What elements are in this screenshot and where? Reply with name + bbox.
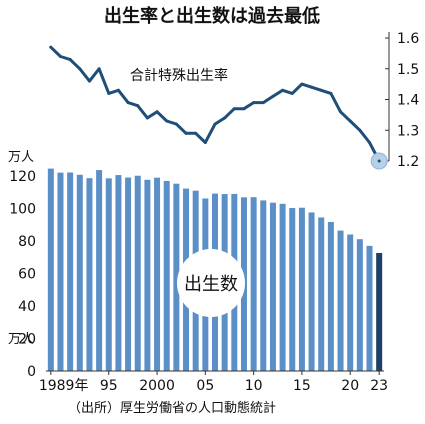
birth-rate-y-axis: 1.6 1.5 1.4 1.3 1.2 <box>385 31 419 170</box>
birth-rate-point-2015 <box>300 82 304 86</box>
births-bar-2022 <box>366 245 373 371</box>
births-tick-label: 60 <box>18 267 36 283</box>
births-bar-2014 <box>289 208 296 371</box>
birth-rate-point-1999 <box>145 116 149 120</box>
births-tick-label: 0 <box>27 364 36 380</box>
births-bar-1991 <box>67 172 74 371</box>
birth-rate-point-2007 <box>223 116 227 120</box>
birth-rate-point-2023 <box>377 159 381 163</box>
birth-rate-point-1996 <box>116 88 120 92</box>
births-bar-1992 <box>76 174 83 371</box>
birth-rate-point-2010 <box>252 101 256 105</box>
births-bar-1997 <box>125 177 132 371</box>
birth-rate-point-2016 <box>310 85 314 89</box>
birth-rate-point-2019 <box>339 110 343 114</box>
births-tick-label: 20 <box>18 332 36 348</box>
birth-rate-point-2006 <box>213 122 217 126</box>
births-bar-1995 <box>105 178 112 371</box>
births-bar-2019 <box>337 230 344 371</box>
birth-rate-point-2011 <box>261 101 265 105</box>
births-bar-2017 <box>318 217 325 371</box>
births-bar-1994 <box>96 170 103 371</box>
birth-rate-point-1989 <box>49 45 53 49</box>
births-bar-2012 <box>269 202 276 371</box>
birth-rate-point-2008 <box>232 107 236 111</box>
birth-rate-line <box>49 45 381 163</box>
births-tick-label: 40 <box>18 299 36 315</box>
births-bar-2000 <box>154 177 161 371</box>
birth-rate-point-2004 <box>194 131 198 135</box>
birth-rate-point-2009 <box>242 107 246 111</box>
birth-rate-point-2002 <box>174 122 178 126</box>
birth-rate-point-1994 <box>97 67 101 71</box>
births-bar-2020 <box>347 234 354 371</box>
birth-rate-tick-label: 1.4 <box>397 93 419 109</box>
birth-rate-tick-label: 1.2 <box>397 154 419 170</box>
births-bar-1999 <box>144 179 151 371</box>
birth-rate-point-2003 <box>184 131 188 135</box>
birth-rate-point-2005 <box>203 141 207 145</box>
births-series-label: 出生数 <box>184 274 238 295</box>
births-x-tick-label: 23 <box>370 378 388 394</box>
births-bar-2013 <box>279 203 286 371</box>
births-x-axis: 1989年 95 2000 05 10 15 20 23 <box>39 371 388 394</box>
birth-rate-point-2014 <box>290 91 294 95</box>
births-tick-label: 120 <box>9 169 36 185</box>
births-tick-label: 100 <box>9 202 36 218</box>
births-bar-1989 <box>47 168 54 371</box>
birth-rate-point-1998 <box>136 104 140 108</box>
births-y-axis: 120 100 80 60 40 20 0 <box>9 169 36 380</box>
births-bar-1993 <box>86 178 93 371</box>
births-bar-2015 <box>298 207 305 371</box>
births-x-tick-label: 2000 <box>139 378 175 394</box>
birth-rate-point-2000 <box>155 110 159 114</box>
births-bar-2016 <box>308 212 315 371</box>
births-unit-label-lower: 万人 <box>8 332 34 347</box>
births-bar-2001 <box>163 180 170 371</box>
births-bar-2018 <box>327 222 334 371</box>
births-bar-1996 <box>115 175 122 371</box>
birth-rate-point-1997 <box>126 101 130 105</box>
birth-rate-point-1990 <box>58 54 62 58</box>
birth-rate-tick-label: 1.3 <box>397 123 419 139</box>
birth-rate-tick-label: 1.5 <box>397 62 419 78</box>
birth-rate-point-2017 <box>319 88 323 92</box>
births-unit-label: 万人 <box>8 150 34 165</box>
birth-rate-point-1992 <box>78 67 82 71</box>
birth-rate-point-1995 <box>107 91 111 95</box>
births-x-tick-label: 10 <box>245 378 263 394</box>
births-x-tick-label: 1989年 <box>39 378 89 394</box>
birth-rate-point-2022 <box>368 141 372 145</box>
births-bar-2010 <box>250 197 257 371</box>
source-note: （出所）厚生労働省の人口動態統計 <box>68 400 276 416</box>
births-x-tick-label: 20 <box>341 378 359 394</box>
births-bar-1990 <box>57 172 64 371</box>
birth-rate-point-2001 <box>165 119 169 123</box>
births-x-tick-label: 95 <box>100 378 118 394</box>
births-bar-2021 <box>356 239 363 371</box>
births-tick-label: 80 <box>18 234 36 250</box>
birth-rate-point-1993 <box>87 79 91 83</box>
births-x-tick-label: 15 <box>293 378 311 394</box>
births-bar-2011 <box>260 200 267 371</box>
birth-rate-points <box>49 45 381 163</box>
birth-rate-point-2020 <box>348 119 352 123</box>
birth-rate-line-chart: 1.6 1.5 1.4 1.3 1.2 合計特殊出生率 <box>49 31 419 170</box>
births-bar-2002 <box>173 183 180 371</box>
births-x-tick-label: 05 <box>196 378 214 394</box>
chart-title: 出生率と出生数は過去最低 <box>104 5 320 27</box>
birth-rate-tick-label: 1.6 <box>397 31 419 47</box>
birth-rate-point-2018 <box>329 91 333 95</box>
birth-rate-series-label: 合計特殊出生率 <box>130 67 228 84</box>
birth-rate-point-1991 <box>68 58 72 62</box>
birth-rate-point-2012 <box>271 94 275 98</box>
birth-rate-point-2021 <box>358 128 362 132</box>
births-bar-2023 <box>376 253 383 371</box>
births-bar-1998 <box>134 175 141 371</box>
births-series-label-background <box>177 249 245 317</box>
birth-rate-point-2013 <box>281 88 285 92</box>
